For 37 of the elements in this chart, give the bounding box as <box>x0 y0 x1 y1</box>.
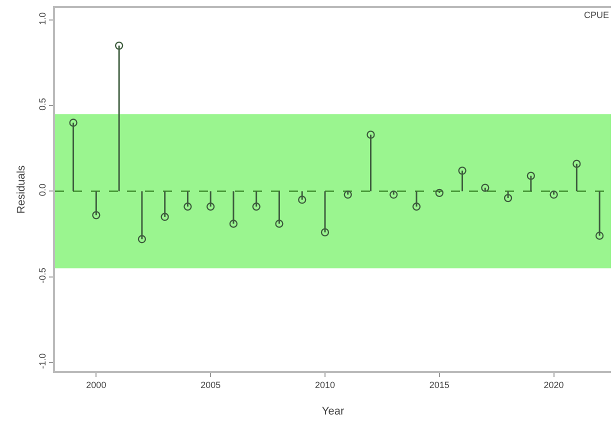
point <box>275 220 284 228</box>
y-tick-label: 0.0 <box>37 184 48 196</box>
point <box>160 212 169 221</box>
point <box>298 196 306 204</box>
point <box>412 202 421 211</box>
point <box>550 190 558 199</box>
x-tick-label: 2000 <box>86 380 106 390</box>
y-tick-label: -0.5 <box>37 268 48 284</box>
x-tick-label: 2010 <box>314 380 336 390</box>
point <box>114 42 124 50</box>
point <box>252 202 260 211</box>
x-tick-label: 2020 <box>544 380 564 390</box>
point <box>481 184 490 192</box>
point <box>458 166 466 175</box>
point <box>390 190 398 199</box>
point <box>366 130 375 139</box>
point <box>572 160 581 168</box>
point <box>504 194 512 202</box>
x-tick-label: 2015 <box>429 380 450 390</box>
point <box>435 188 444 198</box>
point <box>320 228 330 236</box>
point <box>344 190 352 199</box>
point <box>184 202 192 211</box>
y-tick-label: 1.0 <box>37 12 48 25</box>
y-tick-label: 0.5 <box>37 98 48 111</box>
x-axis-title: Year <box>322 406 344 418</box>
point <box>526 172 536 180</box>
point <box>595 232 604 240</box>
point <box>138 235 146 244</box>
point <box>69 118 78 127</box>
point <box>206 202 215 211</box>
point <box>229 220 238 228</box>
y-tick-label: -1.0 <box>37 353 48 369</box>
x-tick-label: 2005 <box>200 380 221 390</box>
y-axis-title: Residuals <box>16 164 28 214</box>
annotation: CPUE <box>584 10 610 20</box>
point <box>92 211 100 220</box>
